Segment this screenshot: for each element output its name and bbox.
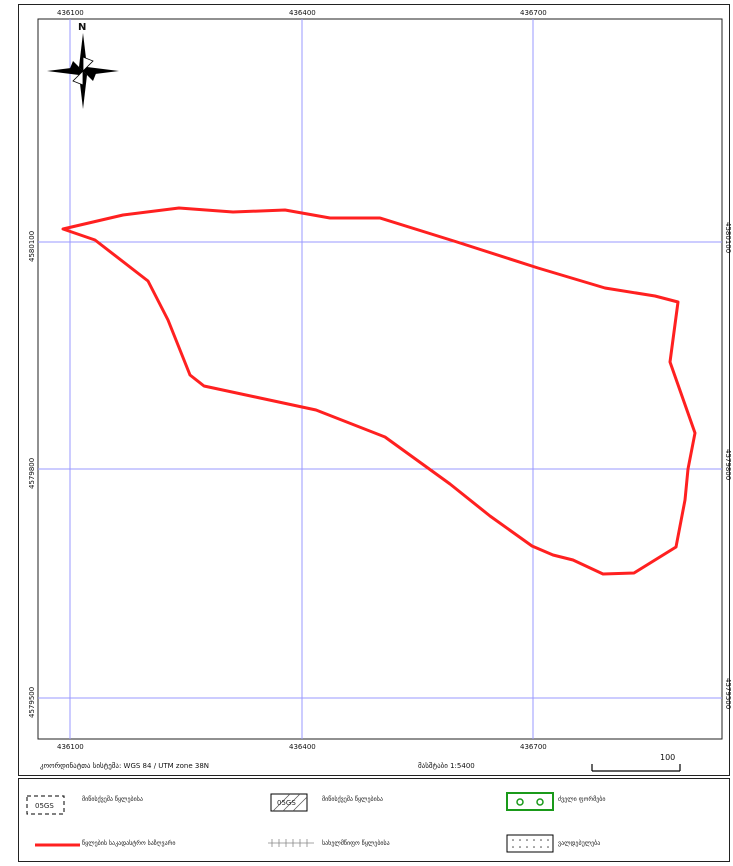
legend-code-2: 05GS bbox=[277, 799, 296, 807]
projection-text: კოორდინატთა სისტემა: WGS 84 / UTM zone 3… bbox=[40, 762, 210, 770]
y-tick-right-4579800: 4579800 bbox=[724, 449, 732, 481]
legend-symbols bbox=[26, 792, 554, 853]
cross-line-icon bbox=[268, 839, 314, 847]
coordinate-grid bbox=[38, 19, 722, 739]
legend-label-1: მიწისქვეშა წყლებისა bbox=[82, 796, 143, 803]
dashed-box-with-code-icon bbox=[26, 795, 65, 815]
x-tick-top-436100: 436100 bbox=[57, 9, 84, 17]
parcel-boundary[interactable] bbox=[61, 206, 697, 576]
legend-label-6: ვალდებულება bbox=[558, 840, 601, 847]
legend-code-1: 05GS bbox=[35, 802, 54, 810]
y-tick-left-4580100: 4580100 bbox=[28, 230, 36, 262]
legend-label-5: სახელმწიფო წყლებისა bbox=[322, 840, 390, 847]
north-arrow-icon bbox=[47, 33, 119, 109]
x-tick-bottom-436400: 436400 bbox=[289, 743, 316, 751]
y-tick-left-4579800: 4579800 bbox=[28, 457, 36, 489]
scale-bar bbox=[591, 764, 681, 772]
scale-text: მასშტაბი 1:5400 bbox=[418, 762, 475, 770]
hatched-box-with-code-icon bbox=[270, 793, 308, 812]
map-frame bbox=[18, 4, 730, 776]
dotted-box-icon bbox=[506, 834, 554, 853]
legend-label-3: ძველი ფორმები bbox=[558, 796, 606, 803]
green-circles-box-icon bbox=[506, 792, 554, 811]
scalebar-label: 100 bbox=[660, 753, 676, 762]
legend-label-2: მიწისქვეშა წყლებისა bbox=[322, 796, 383, 803]
x-tick-bottom-436700: 436700 bbox=[520, 743, 547, 751]
x-tick-bottom-436100: 436100 bbox=[57, 743, 84, 751]
x-tick-top-436400: 436400 bbox=[289, 9, 316, 17]
x-tick-top-436700: 436700 bbox=[520, 9, 547, 17]
y-tick-right-4579500: 4579500 bbox=[724, 678, 732, 710]
y-tick-right-4580100: 4580100 bbox=[724, 222, 732, 254]
legend-panel bbox=[18, 778, 730, 862]
legend-label-4: წყლების საკადასტრო საზღვარი bbox=[82, 840, 176, 847]
map-data-frame bbox=[37, 18, 723, 740]
north-label: N bbox=[78, 22, 87, 33]
y-tick-left-4579500: 4579500 bbox=[28, 686, 36, 718]
